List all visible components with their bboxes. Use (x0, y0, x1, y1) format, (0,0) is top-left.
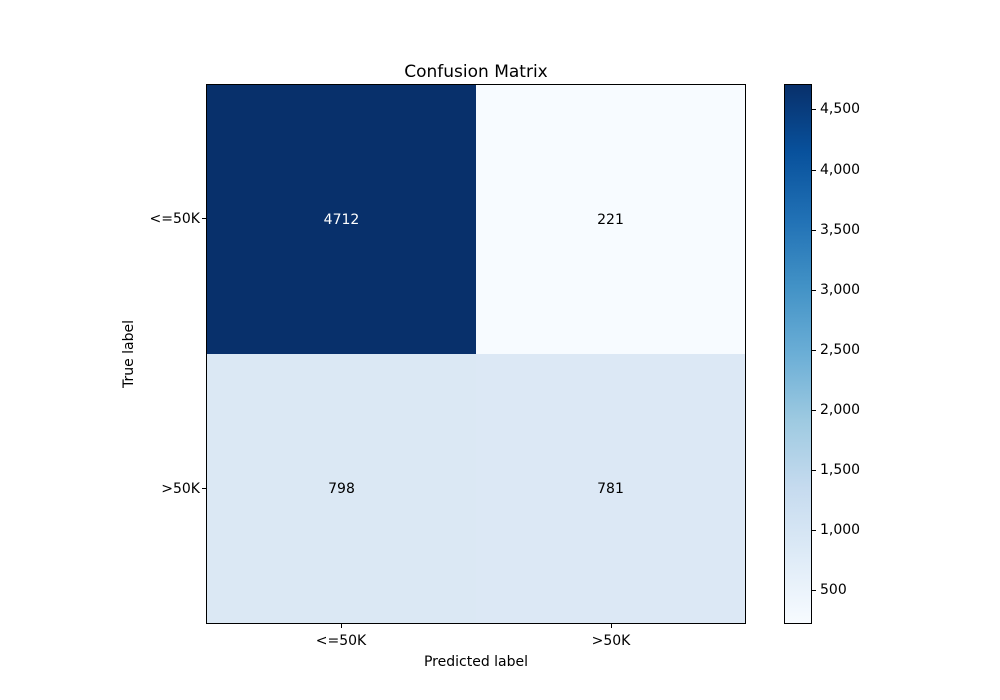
cell-value: 221 (597, 211, 624, 228)
y-tick-label-le50k: <=50K (149, 211, 200, 227)
colorbar-tick-label: 4,500 (820, 101, 861, 118)
y-axis-label: True label (121, 319, 137, 389)
matrix-cell-true-gt50k-pred-le50k: 798 (207, 354, 476, 623)
x-tick-label-gt50k: >50K (591, 633, 631, 649)
colorbar-tick-label: 2,500 (820, 341, 861, 358)
matrix-cell-true-gt50k-pred-gt50k: 781 (476, 354, 745, 623)
colorbar-tick-mark (812, 349, 816, 351)
colorbar-tick-mark (812, 590, 816, 592)
x-axis-label: Predicted label (423, 654, 529, 670)
cell-value: 781 (597, 480, 624, 497)
matrix-cell-true-le50k-pred-le50k: 4712 (207, 85, 476, 354)
colorbar-tick-label: 1,500 (820, 462, 861, 479)
cell-value: 798 (328, 480, 355, 497)
chart-title: Confusion Matrix (404, 62, 548, 82)
x-tick-label-le50k: <=50K (315, 633, 367, 649)
x-axis-tick-mark (341, 624, 342, 628)
colorbar-tick-label: 3,500 (820, 221, 861, 238)
colorbar-tick-mark (812, 109, 816, 111)
colorbar-tick-label: 1,000 (820, 522, 861, 539)
colorbar-tick-mark (812, 410, 816, 412)
colorbar-tick-mark (812, 229, 816, 231)
colorbar-tick-mark (812, 169, 816, 171)
colorbar-tick-label: 3,000 (820, 281, 861, 298)
y-tick-label-gt50k: >50K (161, 481, 200, 497)
colorbar-tick-mark (812, 530, 816, 532)
y-axis-tick-mark (202, 488, 206, 489)
y-axis-tick-mark (202, 218, 206, 219)
colorbar-tick-label: 500 (820, 582, 847, 599)
colorbar-ticks: 500 1,000 1,500 2,000 2,500 3,000 3,500 4,000 4,… (812, 84, 892, 624)
colorbar-tick-mark (812, 470, 816, 472)
x-axis-tick-mark (611, 624, 612, 628)
colorbar (784, 84, 812, 624)
matrix-cell-true-le50k-pred-gt50k: 221 (476, 85, 745, 354)
heatmap-plot-area: 4712 221 798 781 (206, 84, 746, 624)
colorbar-tick-label: 4,000 (820, 161, 861, 178)
colorbar-tick-mark (812, 289, 816, 291)
cell-value: 4712 (323, 211, 360, 228)
colorbar-tick-label: 2,000 (820, 402, 861, 419)
